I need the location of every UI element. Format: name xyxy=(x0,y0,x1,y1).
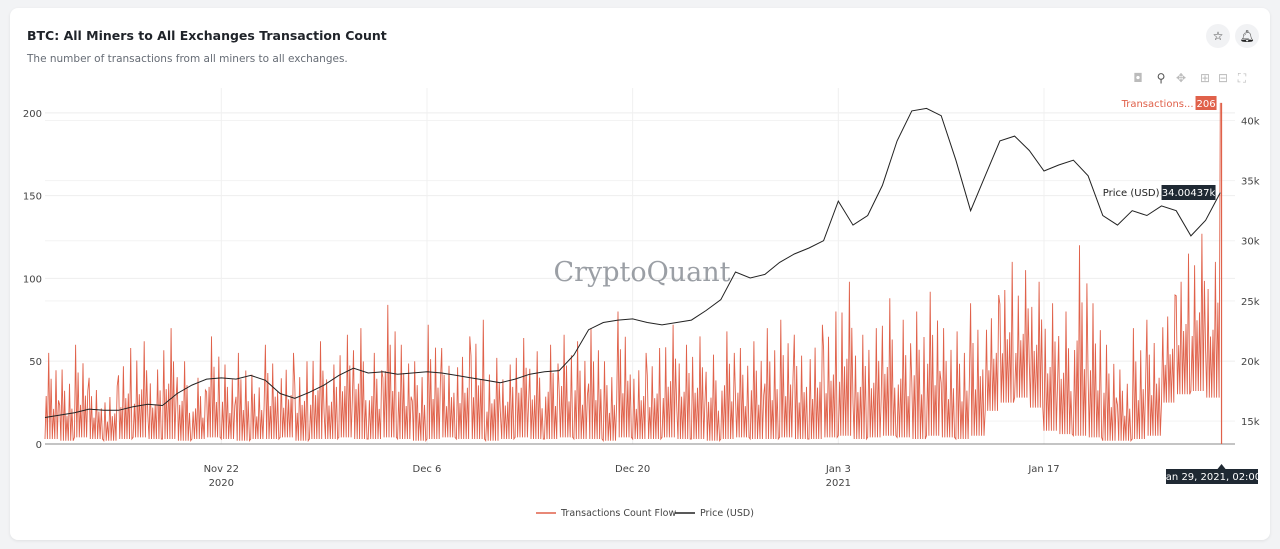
chart-title: BTC: All Miners to All Exchanges Transac… xyxy=(27,28,387,43)
tx-hover-label: Transactions... xyxy=(1121,99,1194,110)
y-left-tick: 50 xyxy=(29,357,42,368)
y-right-tick: 15k xyxy=(1241,417,1260,428)
transactions-line xyxy=(44,102,1221,443)
x-hover-arrow xyxy=(1217,464,1226,469)
x-tick-year: 2021 xyxy=(826,478,851,489)
x-tick: Dec 20 xyxy=(615,464,650,475)
zoom-in-icon[interactable]: ⊞ xyxy=(1200,71,1210,85)
zoom-out-icon[interactable]: ⊟ xyxy=(1218,71,1228,85)
chart-subtitle: The number of transactions from all mine… xyxy=(27,53,348,65)
y-left-tick: 150 xyxy=(23,192,42,203)
y-right-tick: 20k xyxy=(1241,357,1260,368)
y-left-tick: 100 xyxy=(23,274,42,285)
x-tick: Jan 17 xyxy=(1027,464,1059,475)
y-right-tick: 40k xyxy=(1241,116,1260,127)
y-right-tick: 30k xyxy=(1241,237,1260,248)
price-hover-value: 34.00437k xyxy=(1162,188,1216,199)
price-hover-label: Price (USD) xyxy=(1103,188,1160,199)
x-tick: Jan 3 xyxy=(825,464,851,475)
x-tick: Dec 6 xyxy=(413,464,442,475)
tx-hover-box xyxy=(1195,96,1217,110)
y-right-tick: 25k xyxy=(1241,297,1260,308)
legend-label-transactions: Transactions Count Flow xyxy=(560,508,676,519)
autoscale-icon[interactable]: ⛶ xyxy=(1237,71,1247,85)
y-left-tick: 0 xyxy=(36,440,42,451)
chart-card: BTC: All Miners to All Exchanges Transac… xyxy=(10,8,1270,540)
zoom-icon[interactable]: ⚲ xyxy=(1157,71,1166,85)
bell-icon[interactable]: 🔔︎ xyxy=(1235,24,1259,48)
camera-icon[interactable]: ◘ xyxy=(1133,71,1143,85)
legend-label-price: Price (USD) xyxy=(700,508,754,519)
x-hover-box xyxy=(1166,469,1258,484)
x-hover-value: Jan 29, 2021, 02:00 xyxy=(1162,472,1261,483)
x-tick-year: 2020 xyxy=(209,478,234,489)
watermark: CryptoQuant xyxy=(553,257,730,288)
pan-icon[interactable]: ✥ xyxy=(1176,71,1186,85)
y-right-tick: 35k xyxy=(1241,177,1260,188)
tx-hover-value: 206 xyxy=(1196,99,1215,110)
star-icon[interactable]: ☆ xyxy=(1206,24,1230,48)
y-left-tick: 200 xyxy=(23,109,42,120)
x-tick: Nov 22 xyxy=(204,464,239,475)
price-line xyxy=(44,107,1221,418)
price-hover-box xyxy=(1161,185,1216,200)
